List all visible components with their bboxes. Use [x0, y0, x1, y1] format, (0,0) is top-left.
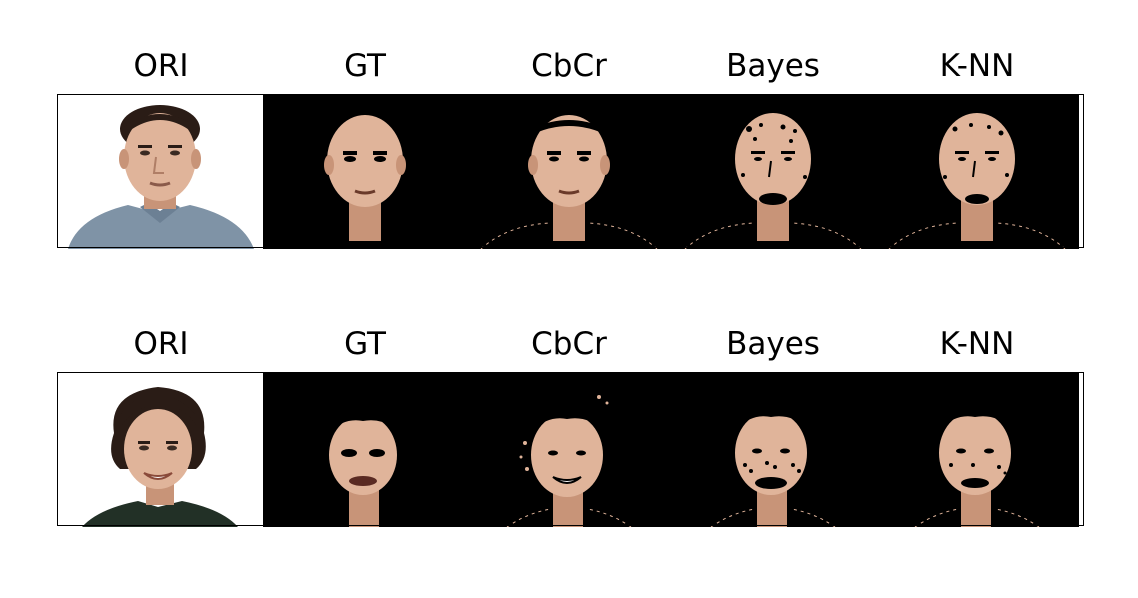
- row1-title-cbcr: CbCr: [531, 48, 607, 84]
- row1-title-ori: ORI: [133, 48, 189, 84]
- row1-gt-mask: [263, 95, 467, 249]
- row1-title-gt: GT: [344, 48, 386, 84]
- row2-title-cbcr: CbCr: [531, 326, 607, 362]
- row1-original-image: [58, 95, 262, 249]
- row2-gt-mask: [263, 373, 467, 527]
- row2-original-image: [58, 373, 262, 527]
- row2-cbcr-mask: [467, 373, 671, 527]
- row2-title-knn: K-NN: [939, 326, 1015, 362]
- row1-title-bayes: Bayes: [726, 48, 820, 84]
- row2-title-gt: GT: [344, 326, 386, 362]
- row2-bayes-mask: [671, 373, 875, 527]
- row1-bayes-mask: [671, 95, 875, 249]
- row1-title-knn: K-NN: [939, 48, 1015, 84]
- row2-knn-mask: [875, 373, 1079, 527]
- row1-knn-mask: [875, 95, 1079, 249]
- row2-title-bayes: Bayes: [726, 326, 820, 362]
- row1-cbcr-mask: [467, 95, 671, 249]
- row2-title-ori: ORI: [133, 326, 189, 362]
